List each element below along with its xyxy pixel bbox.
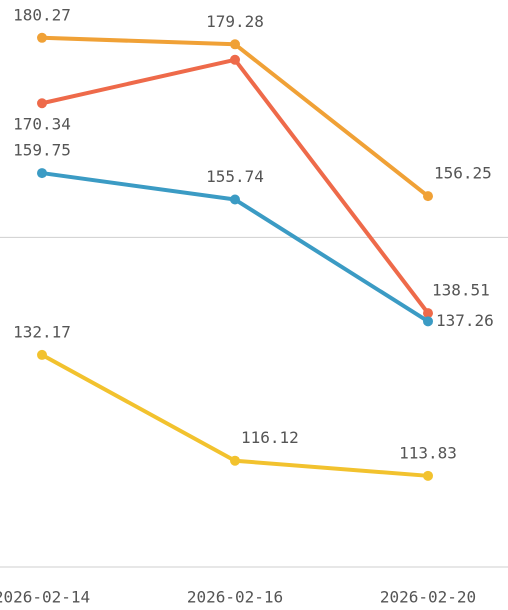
data-label: 180.27	[13, 5, 71, 24]
data-label: 116.12	[241, 428, 299, 447]
point	[37, 349, 47, 360]
point	[230, 194, 240, 205]
point	[230, 39, 240, 50]
point	[230, 54, 240, 65]
data-label: 170.34	[13, 115, 71, 134]
point	[423, 470, 433, 481]
data-label: 159.75	[13, 141, 71, 160]
point	[230, 455, 240, 466]
data-label: 132.17	[13, 322, 71, 341]
point	[423, 316, 433, 327]
data-label: 138.51	[432, 281, 490, 300]
series-line	[41, 57, 430, 315]
point	[37, 98, 47, 109]
data-label: 155.74	[206, 167, 264, 186]
x-tick-label: 2026-02-16	[187, 588, 283, 607]
point	[37, 168, 47, 179]
point	[423, 191, 433, 202]
data-label: 137.26	[436, 311, 494, 330]
point	[423, 308, 433, 319]
x-tick-label: 2026-02-14	[0, 588, 90, 607]
data-label: 179.28	[206, 12, 264, 31]
x-tick-label: 2026-02-20	[380, 588, 476, 607]
data-label: 156.25	[434, 164, 492, 183]
data-label: 113.83	[399, 443, 457, 462]
point	[37, 32, 47, 43]
